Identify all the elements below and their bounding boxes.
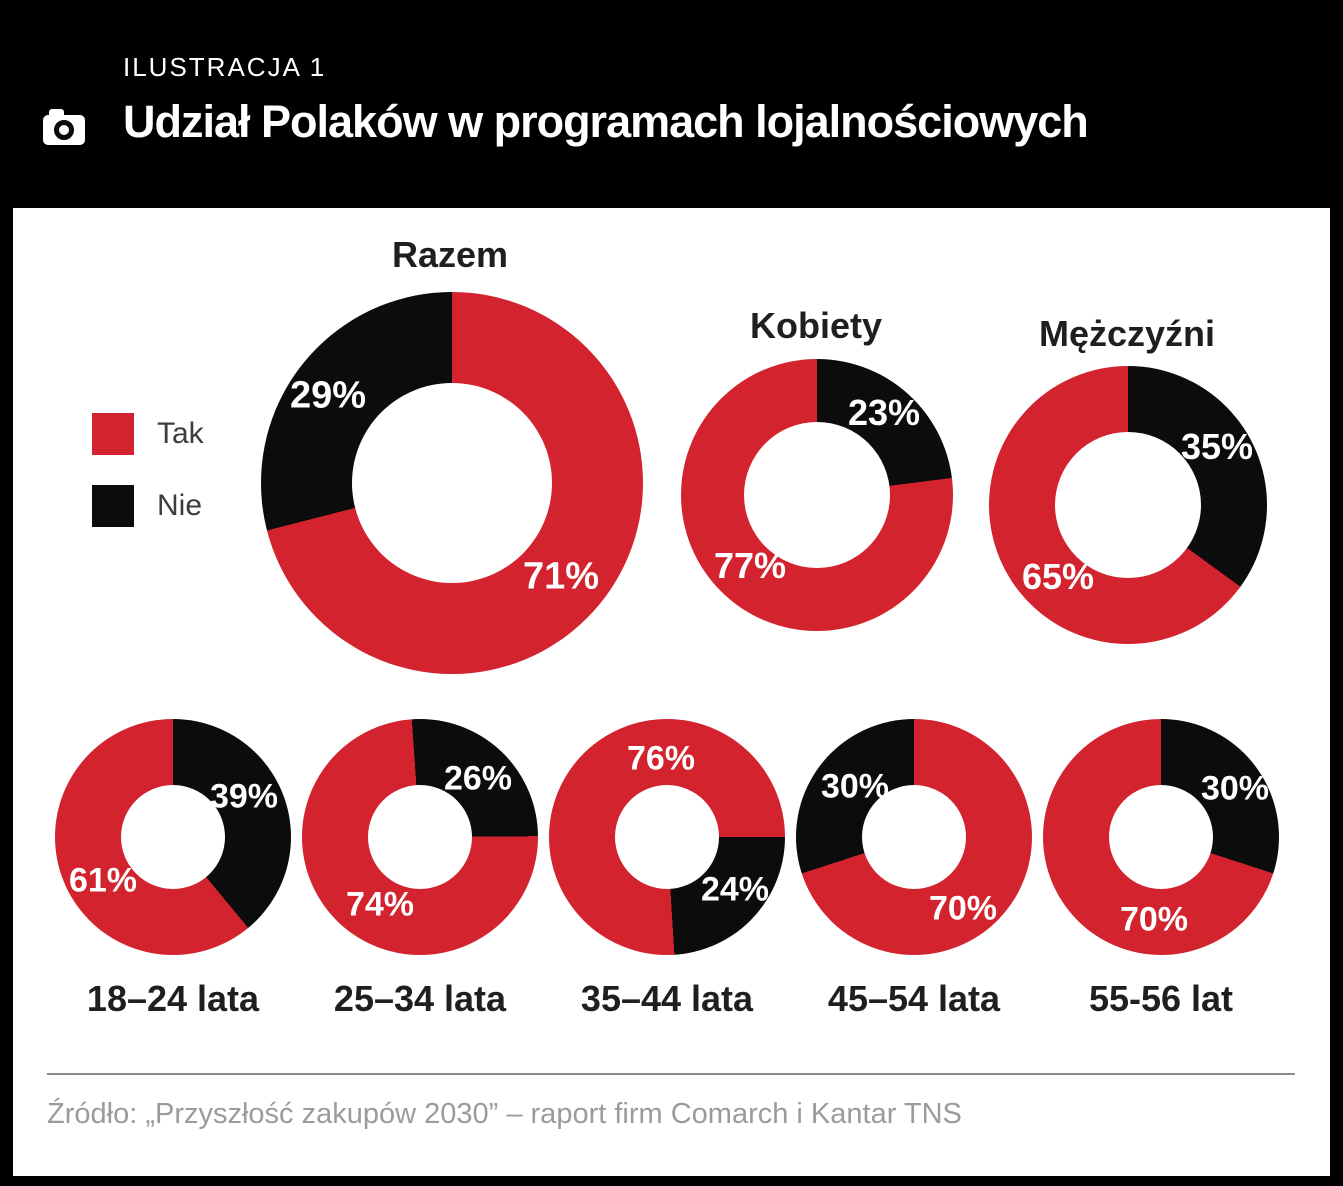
pct-label-nie: 39% xyxy=(209,777,279,816)
pct-label-nie: 30% xyxy=(1200,769,1270,808)
legend-item-nie: Nie xyxy=(92,485,202,527)
header: ILUSTRACJA 1 Udział Polaków w programach… xyxy=(0,0,1343,208)
donut-chart-kobiety: 23% 77% xyxy=(681,359,953,631)
donut-chart-45-54: 30% 70% xyxy=(796,719,1032,955)
pct-label-tak: 61% xyxy=(68,861,138,900)
donut-chart-25-34: 26% 74% xyxy=(302,719,538,955)
pct-label-tak: 74% xyxy=(345,885,415,924)
legend-swatch-tak xyxy=(92,413,134,455)
camera-lens xyxy=(54,120,74,140)
camera-icon xyxy=(43,109,85,145)
donut-title-kobiety: Kobiety xyxy=(749,305,883,346)
legend-item-tak: Tak xyxy=(92,413,204,455)
age-label-25-34: 25–34 lata xyxy=(333,978,507,1019)
pct-label-tak: 76% xyxy=(626,739,696,778)
donut-title-razem: Razem xyxy=(391,234,509,275)
pct-label-nie: 24% xyxy=(700,870,770,909)
donut-title-mezczyzni: Mężczyźni xyxy=(1038,313,1216,354)
page-title: Udział Polaków w programach lojalnościow… xyxy=(123,96,1089,147)
legend-swatch-nie xyxy=(92,485,134,527)
pct-label-tak: 70% xyxy=(928,889,998,928)
pct-label-nie: 35% xyxy=(1180,426,1254,467)
age-label-45-54: 45–54 lata xyxy=(827,978,1001,1019)
kicker: ILUSTRACJA 1 xyxy=(123,52,327,82)
donut-chart-35-44: 76% 24% xyxy=(549,719,785,955)
donut-hole xyxy=(615,785,719,889)
donut-chart-55-56: 30% 70% xyxy=(1043,719,1279,955)
pct-label-tak: 71% xyxy=(522,555,600,598)
donut-chart-razem: 29% 71% xyxy=(261,292,643,674)
donut-hole xyxy=(1109,785,1213,889)
pct-label-nie: 26% xyxy=(443,759,513,798)
legend-label-tak: Tak xyxy=(157,417,204,450)
source-text: Źródło: „Przyszłość zakupów 2030” – rapo… xyxy=(47,1098,962,1130)
pct-label-nie: 30% xyxy=(820,767,890,806)
footer-divider xyxy=(47,1073,1295,1075)
age-label-35-44: 35–44 lata xyxy=(580,978,754,1019)
chart-panel: Tak Nie Razem 29% 71% Kobiety 23% 77% Mę… xyxy=(13,208,1330,1176)
pct-label-nie: 29% xyxy=(289,374,367,417)
pct-label-tak: 77% xyxy=(713,545,787,586)
pct-label-nie: 23% xyxy=(847,392,921,433)
age-label-55-56: 55-56 lat xyxy=(1088,978,1234,1019)
pct-label-tak: 65% xyxy=(1021,556,1095,597)
donut-hole xyxy=(352,383,552,583)
donut-hole xyxy=(121,785,225,889)
donut-hole xyxy=(862,785,966,889)
donut-hole xyxy=(368,785,472,889)
legend-label-nie: Nie xyxy=(157,489,203,522)
donut-chart-mezczyzni: 35% 65% xyxy=(989,366,1267,644)
donut-hole xyxy=(1055,432,1201,578)
donut-hole xyxy=(744,422,890,568)
donut-chart-18-24: 39% 61% xyxy=(55,719,291,955)
pct-label-tak: 70% xyxy=(1119,900,1189,939)
age-label-18-24: 18–24 lata xyxy=(86,978,260,1019)
